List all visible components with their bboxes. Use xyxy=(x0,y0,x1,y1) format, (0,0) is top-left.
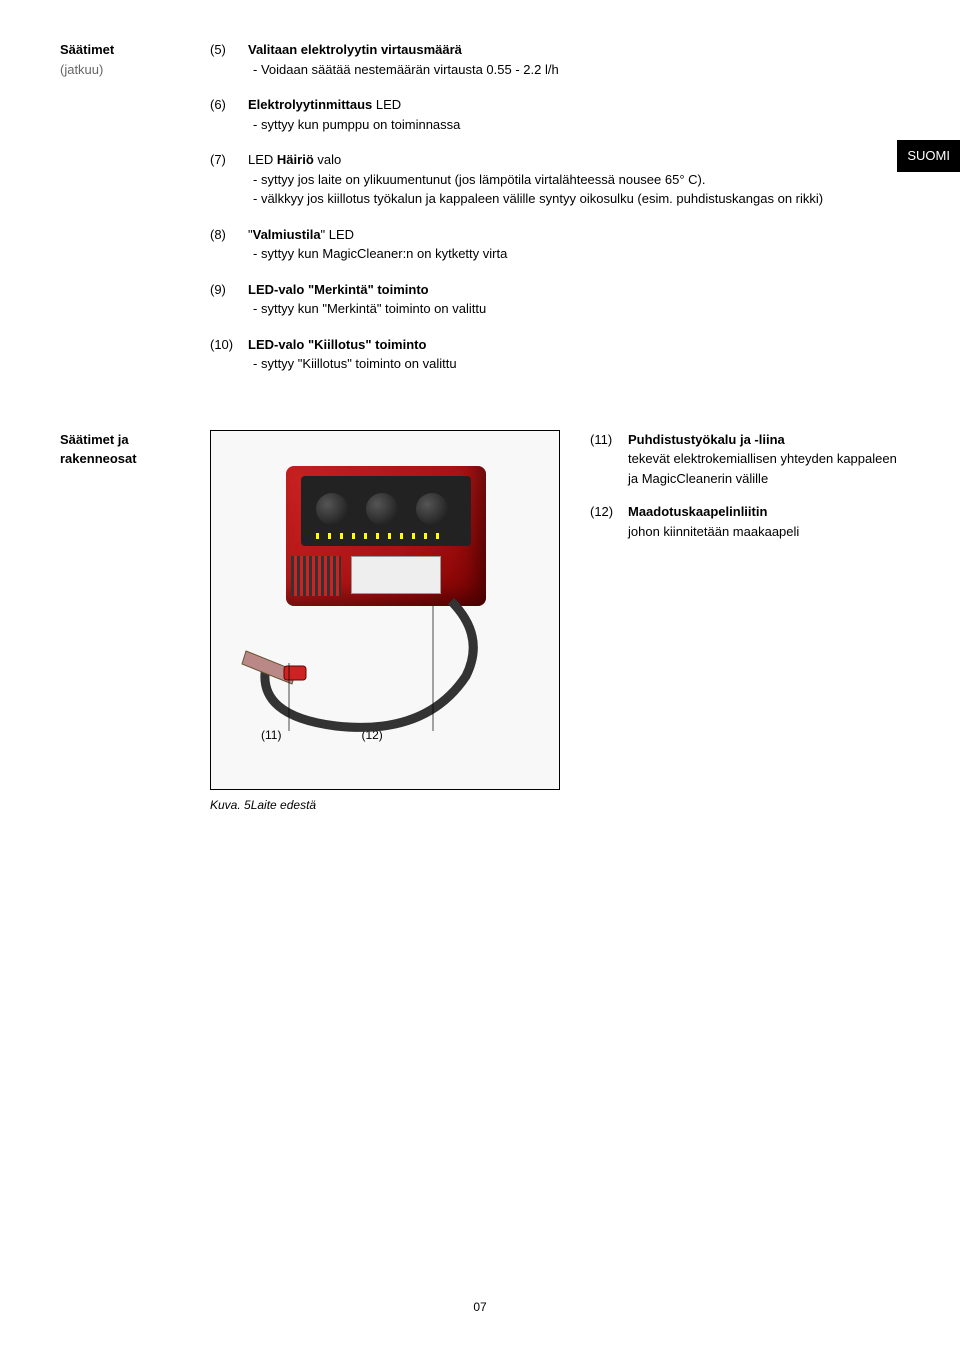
item-sub: syttyy kun MagicCleaner:n on kytketty vi… xyxy=(248,244,900,264)
control-item-6: (6) Elektrolyytinmittaus LED syttyy kun … xyxy=(210,95,900,134)
figure-descriptions: (11) Puhdistustyökalu ja -liina tekevät … xyxy=(590,430,900,558)
item-sub: syttyy kun "Merkintä" toiminto on valitt… xyxy=(248,299,900,319)
section-controls-continued: Säätimet (jatkuu) (5) Valitaan elektroly… xyxy=(60,40,900,390)
item-body: Puhdistustyökalu ja -liina tekevät elekt… xyxy=(628,430,900,489)
item-title: Maadotuskaapelinliitin xyxy=(628,502,900,522)
item-body: LED-valo "Kiillotus" toiminto syttyy "Ki… xyxy=(248,335,900,374)
section-body: (11) (12) Kuva. 5Laite edestä (11) Puhdi… xyxy=(210,430,900,814)
section-controls-and-parts: Säätimet ja rakenneosat xyxy=(60,430,900,814)
item-line: tekevät elektrokemiallisen yhteyden kapp… xyxy=(628,449,900,488)
item-number: (9) xyxy=(210,280,238,319)
item-title: Valitaan elektrolyytin virtausmäärä xyxy=(248,40,900,60)
figure-column: (11) (12) Kuva. 5Laite edestä xyxy=(210,430,560,814)
language-tab: SUOMI xyxy=(897,140,960,172)
item-sub: syttyy jos laite on ylikuumentunut (jos … xyxy=(248,170,900,190)
item-title-suffix: LED xyxy=(376,97,401,112)
item-body: Maadotuskaapelinliitin johon kiinnitetää… xyxy=(628,502,900,541)
callout-leader-lines xyxy=(211,431,559,789)
section-heading-col: Säätimet (jatkuu) xyxy=(60,40,180,390)
item-body: LED-valo "Merkintä" toiminto syttyy kun … xyxy=(248,280,900,319)
figure-caption: Kuva. 5Laite edestä xyxy=(210,796,560,814)
section-title: Säätimet xyxy=(60,40,180,60)
control-item-10: (10) LED-valo "Kiillotus" toiminto sytty… xyxy=(210,335,900,374)
item-body: Valitaan elektrolyytin virtausmäärä Void… xyxy=(248,40,900,79)
item-title-bold: Valmiustila xyxy=(253,227,321,242)
item-number: (6) xyxy=(210,95,238,134)
item-sub: syttyy "Kiillotus" toiminto on valittu xyxy=(248,354,900,374)
section-subtitle: (jatkuu) xyxy=(60,60,180,80)
item-title-prefix: LED xyxy=(248,152,273,167)
control-item-5: (5) Valitaan elektrolyytin virtausmäärä … xyxy=(210,40,900,79)
control-item-8: (8) "Valmiustila" LED syttyy kun MagicCl… xyxy=(210,225,900,264)
item-sub: syttyy kun pumppu on toiminnassa xyxy=(248,115,900,135)
control-item-9: (9) LED-valo "Merkintä" toiminto syttyy … xyxy=(210,280,900,319)
device-figure: (11) (12) xyxy=(210,430,560,790)
item-number: (5) xyxy=(210,40,238,79)
item-body: Elektrolyytinmittaus LED syttyy kun pump… xyxy=(248,95,900,134)
item-title-prefix: Elektrolyytinmittaus xyxy=(248,97,372,112)
item-sub: Voidaan säätää nestemäärän virtausta 0.5… xyxy=(248,60,900,80)
part-item-11: (11) Puhdistustyökalu ja -liina tekevät … xyxy=(590,430,900,489)
section-body: (5) Valitaan elektrolyytin virtausmäärä … xyxy=(210,40,900,390)
item-title: LED-valo "Merkintä" toiminto xyxy=(248,280,900,300)
item-number: (8) xyxy=(210,225,238,264)
section-heading-col: Säätimet ja rakenneosat xyxy=(60,430,180,814)
item-number: (12) xyxy=(590,502,618,541)
item-title: LED Häiriö valo xyxy=(248,150,900,170)
item-title-mid: Häiriö xyxy=(277,152,314,167)
control-item-7: (7) LED Häiriö valo syttyy jos laite on … xyxy=(210,150,900,209)
item-sub: välkkyy jos kiillotus työkalun ja kappal… xyxy=(248,189,900,209)
item-line: johon kiinnitetään maakaapeli xyxy=(628,522,900,542)
item-body: "Valmiustila" LED syttyy kun MagicCleane… xyxy=(248,225,900,264)
item-body: LED Häiriö valo syttyy jos laite on ylik… xyxy=(248,150,900,209)
item-title: Puhdistustyökalu ja -liina xyxy=(628,430,900,450)
item-number: (10) xyxy=(210,335,238,374)
item-title: LED-valo "Kiillotus" toiminto xyxy=(248,335,900,355)
item-title: "Valmiustila" LED xyxy=(248,225,900,245)
item-title-suffix: " LED xyxy=(321,227,355,242)
page: SUOMI Säätimet (jatkuu) (5) Valitaan ele… xyxy=(0,0,960,1346)
item-title-suffix: valo xyxy=(317,152,341,167)
item-title: Elektrolyytinmittaus LED xyxy=(248,95,900,115)
item-number: (7) xyxy=(210,150,238,209)
part-item-12: (12) Maadotuskaapelinliitin johon kiinni… xyxy=(590,502,900,541)
item-number: (11) xyxy=(590,430,618,489)
section-title: Säätimet ja rakenneosat xyxy=(60,430,180,469)
page-number: 07 xyxy=(0,1298,960,1316)
